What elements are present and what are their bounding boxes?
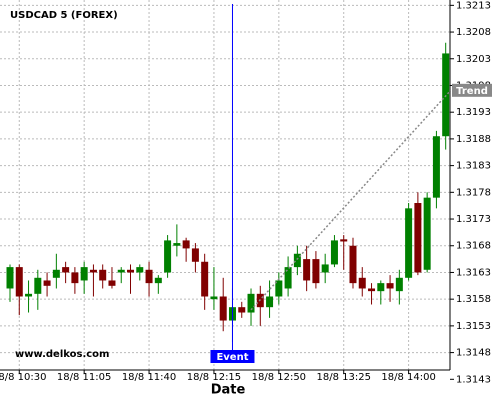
candle-body (284, 267, 292, 289)
candle-body (349, 245, 357, 284)
candle-body (52, 269, 60, 278)
y-tick-label: 1.3168 (456, 241, 491, 252)
x-tick-label: 18/8 14:00 (381, 372, 435, 383)
candle-body (43, 280, 51, 286)
candle-body (238, 307, 246, 313)
candle-body (71, 272, 79, 284)
candle-body (303, 259, 311, 281)
candle-body (62, 267, 70, 273)
y-tick-label: 1.3193 (456, 107, 491, 118)
y-tick-label: 1.3203 (456, 54, 491, 65)
candle-body (293, 253, 301, 268)
candle-body (330, 240, 338, 265)
y-tick-label: 1.3143 (456, 374, 491, 385)
candle-body (34, 277, 42, 294)
candle-body (432, 136, 440, 198)
candle-body (210, 296, 218, 300)
y-tick-label: 1.3213 (456, 0, 491, 11)
y-tick-label: 1.3153 (456, 321, 491, 332)
candle-body (117, 269, 125, 273)
event-label: Event (216, 352, 248, 363)
candle-body (6, 267, 14, 289)
candle-body (127, 269, 135, 273)
candle-body (442, 53, 450, 137)
y-tick-label: 1.3158 (456, 294, 491, 305)
watermark: www.delkos.com (15, 349, 109, 360)
marks (6, 42, 450, 342)
x-tick-label: 18/8 13:25 (316, 372, 370, 383)
candle-body (275, 280, 283, 297)
candle-body (154, 277, 162, 284)
candle-body (340, 239, 348, 242)
candle-body (405, 208, 413, 278)
candle-body (358, 277, 366, 289)
x-tick-label: 18/8 12:15 (187, 372, 241, 383)
candle-body (80, 267, 88, 281)
trend-label-box (452, 83, 492, 97)
trend-label: Trend (456, 86, 488, 97)
candle-body (25, 293, 33, 297)
candle-body (377, 283, 385, 292)
candle-body (414, 203, 422, 273)
candle-body (99, 269, 107, 281)
y-tick-label: 1.3188 (456, 134, 491, 145)
chart-title: USDCAD 5 (FOREX) (10, 10, 118, 21)
x-axis-label: Date (211, 383, 246, 398)
x-tick-label: 18/8 10:30 (0, 372, 46, 383)
candle-body (108, 280, 116, 286)
candle-body (219, 296, 227, 321)
candle-body (321, 264, 329, 273)
candle-body (423, 197, 431, 270)
candle-body (386, 283, 394, 289)
candle-body (312, 259, 320, 284)
candle-body (136, 267, 144, 273)
candle-body (247, 293, 255, 313)
x-tick-label: 18/8 11:40 (122, 372, 176, 383)
candle-body (173, 243, 181, 246)
candle-body (368, 288, 376, 292)
y-tick-label: 1.3208 (456, 27, 491, 38)
y-tick-label: 1.3178 (456, 187, 491, 198)
candle-body (201, 261, 209, 297)
x-tick-label: 18/8 11:05 (57, 372, 111, 383)
candle-body (15, 267, 23, 297)
trend-line (250, 90, 451, 311)
x-tick-label: 18/8 12:50 (252, 372, 306, 383)
candle-body (266, 296, 274, 308)
event-label-box (210, 350, 255, 363)
candle-body (145, 269, 153, 284)
candle-body (89, 269, 97, 273)
y-tick-label: 1.3163 (456, 267, 491, 278)
candle-body (395, 277, 403, 292)
grid (0, 0, 450, 370)
candle-body (164, 240, 172, 273)
candle-body (191, 248, 199, 262)
candle-body (182, 240, 190, 249)
y-tick-label: 1.3183 (456, 161, 491, 172)
y-tick-label: 1.3173 (456, 214, 491, 225)
y-tick-label: 1.3148 (456, 348, 491, 359)
